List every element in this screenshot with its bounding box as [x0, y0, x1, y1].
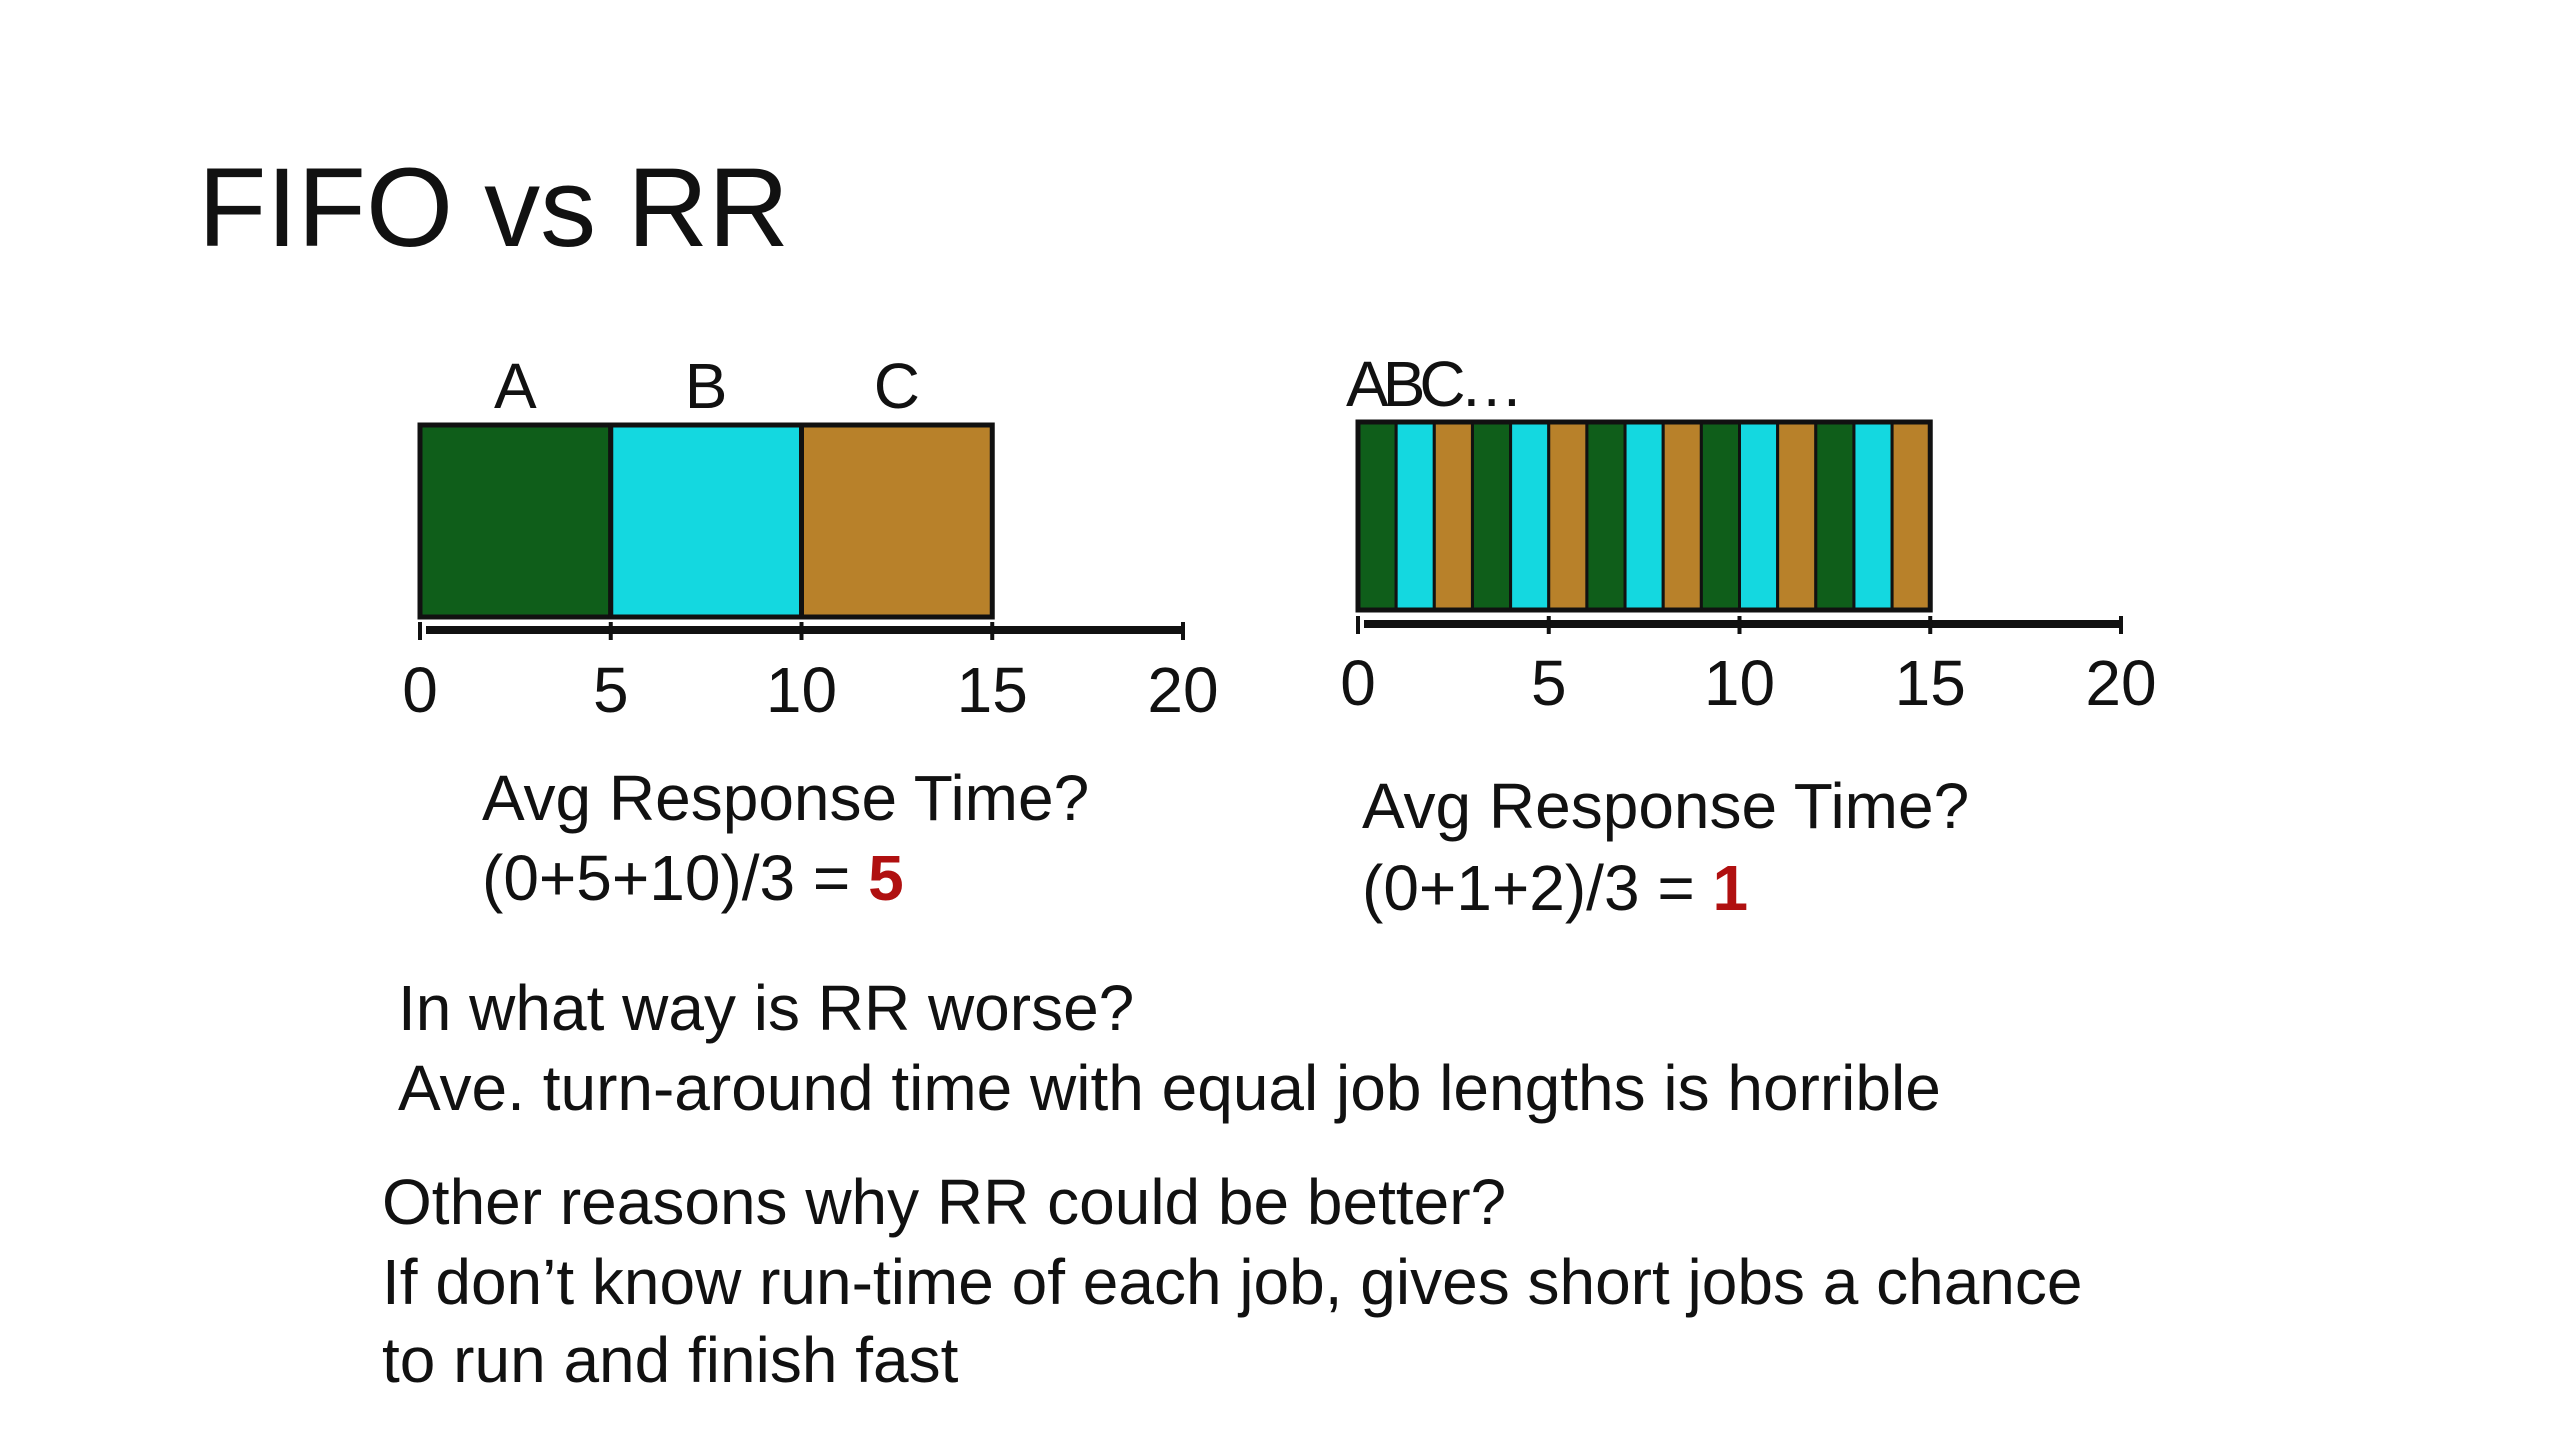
rr-slice-a [1585, 420, 1627, 612]
rr-formula-line: (0+1+2)/3 = 1 [1362, 848, 1748, 928]
fifo-job-label: A [494, 350, 537, 422]
fifo-segment-a [417, 422, 614, 620]
rr-formula: (0+1+2)/3 = [1362, 852, 1713, 924]
rr-slice-b [1394, 420, 1436, 612]
rr-job-labels: ABC… [1346, 348, 1518, 420]
rr-slice-a [1699, 420, 1741, 612]
fifo-gantt-chart: 0 5 10 15 20 A B C [402, 350, 1218, 726]
rr-slice-b [1623, 420, 1665, 612]
better-question: Other reasons why RR could be better? [382, 1166, 1507, 1238]
x-tick-label: 15 [1895, 647, 1966, 719]
rr-slice-b [1738, 420, 1780, 612]
better-answer-line2: to run and finish fast [382, 1324, 959, 1396]
fifo-answer: 5 [868, 842, 904, 914]
rr-slice-c [1776, 420, 1818, 612]
fifo-question: Avg Response Time? [482, 762, 1090, 834]
x-tick-label: 10 [766, 654, 837, 726]
rr-slice-c [1661, 420, 1703, 612]
x-tick-label: 0 [402, 654, 438, 726]
x-tick-label: 5 [1531, 647, 1567, 719]
rr-slice-a [1814, 420, 1856, 612]
rr-slice-b [1509, 420, 1551, 612]
rr-gantt-chart: ABC… 0 5 10 15 20 [1340, 348, 2156, 719]
worse-answer: Ave. turn-around time with equal job len… [398, 1052, 1941, 1124]
better-answer-line1: If don’t know run-time of each job, give… [382, 1246, 2083, 1318]
worse-question: In what way is RR worse? [398, 972, 1135, 1044]
rr-question: Avg Response Time? [1362, 770, 1970, 842]
rr-slice-c [1890, 420, 1932, 612]
x-tick-label: 10 [1704, 647, 1775, 719]
fifo-segment-b [608, 422, 804, 620]
rr-answer: 1 [1712, 852, 1749, 924]
fifo-formula-line: (0+5+10)/3 = 5 [482, 838, 904, 918]
x-tick-label: 20 [1147, 654, 1218, 726]
x-tick-label: 5 [593, 654, 629, 726]
x-tick-label: 20 [2085, 647, 2156, 719]
x-tick-label: 15 [957, 654, 1028, 726]
rr-slice-c [1432, 420, 1474, 612]
fifo-segment-c [799, 422, 995, 620]
rr-slice-a [1356, 420, 1398, 612]
slide-title: FIFO vs RR [198, 145, 790, 270]
fifo-job-label: B [685, 350, 728, 422]
fifo-formula: (0+5+10)/3 = [482, 842, 869, 914]
x-tick-label: 0 [1340, 647, 1376, 719]
rr-slice-b [1852, 420, 1894, 612]
fifo-job-label: C [874, 350, 920, 422]
rr-slice-a [1470, 420, 1513, 612]
rr-slice-c [1547, 420, 1589, 612]
rr-chart-border [1355, 419, 1933, 613]
